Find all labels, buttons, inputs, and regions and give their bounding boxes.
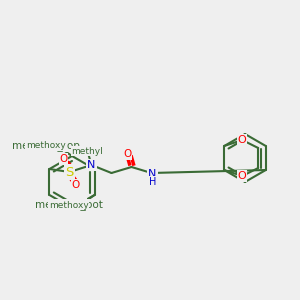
Text: S: S — [65, 166, 74, 178]
Text: O: O — [238, 171, 247, 181]
Text: O: O — [55, 142, 63, 152]
Text: methoxy: methoxy — [26, 142, 66, 151]
Text: N: N — [148, 169, 157, 179]
Text: methoxy: methoxy — [49, 200, 88, 209]
Text: O: O — [59, 154, 68, 164]
Text: O: O — [77, 199, 86, 209]
Text: methoxy_bot: methoxy_bot — [34, 200, 103, 211]
Text: O: O — [123, 149, 132, 159]
Text: O: O — [238, 135, 247, 145]
Text: H: H — [149, 177, 156, 187]
Text: N: N — [87, 160, 96, 170]
Text: methoxy_top: methoxy_top — [12, 140, 80, 152]
Text: methyl: methyl — [72, 146, 104, 155]
Text: O: O — [71, 180, 80, 190]
